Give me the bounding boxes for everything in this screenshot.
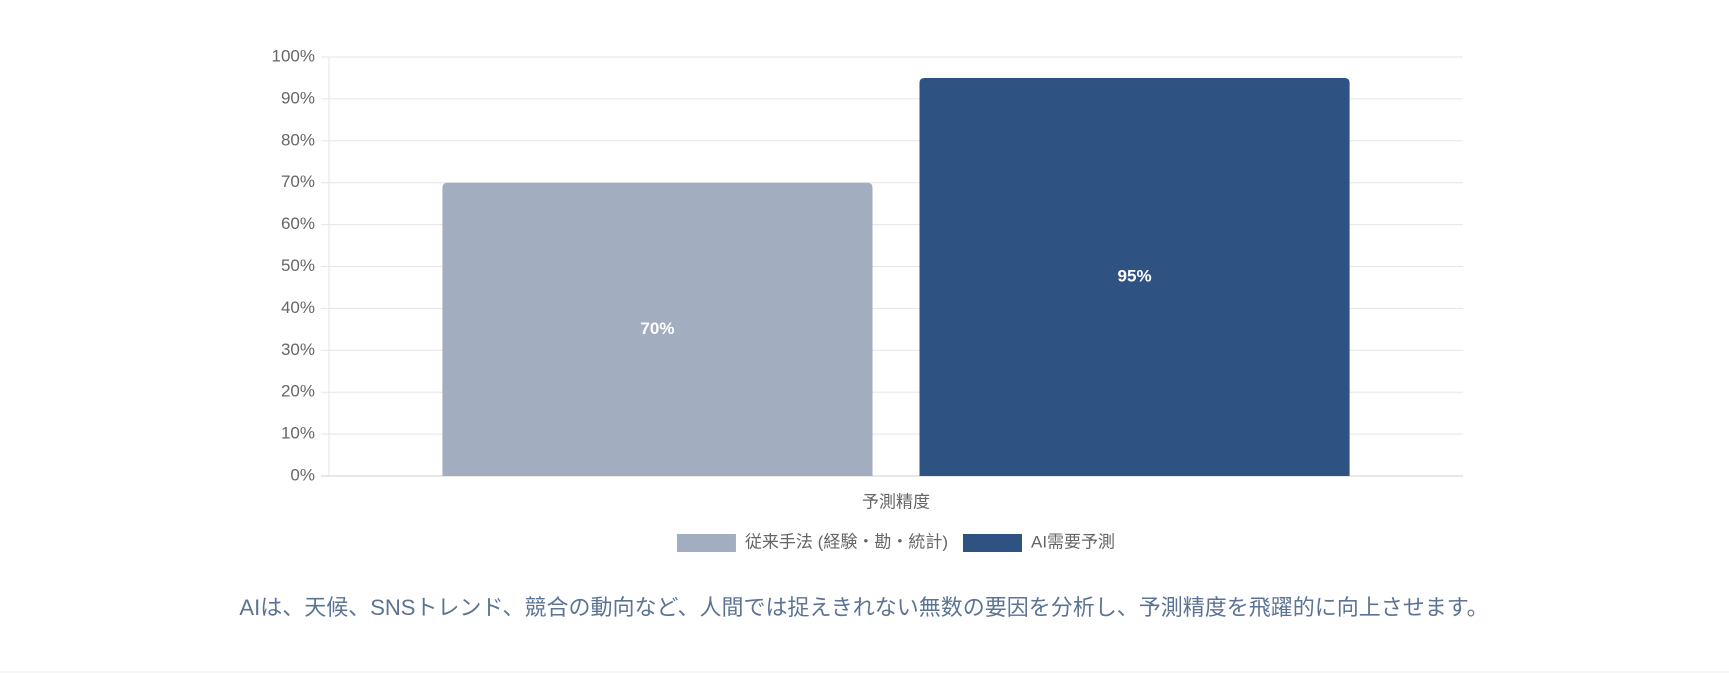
data-label: 70% [640, 319, 674, 338]
y-tick-label: 100% [272, 46, 315, 65]
y-tick-label: 0% [290, 465, 315, 484]
y-tick-label: 90% [281, 88, 315, 107]
caption: AIは、天候、SNSトレンド、競合の動向など、人間では捉えきれない無数の要因を分… [239, 595, 1488, 620]
y-tick-label: 30% [281, 340, 315, 359]
y-tick-label: 70% [281, 172, 315, 191]
legend-label: AI需要予測 [1031, 532, 1115, 551]
y-tick-label: 60% [281, 214, 315, 233]
legend-swatch [962, 534, 1022, 552]
y-tick-label: 50% [281, 256, 315, 275]
bar [919, 77, 1350, 476]
legend-swatch [676, 534, 736, 552]
y-tick-label: 20% [281, 382, 315, 401]
y-tick-label: 80% [281, 130, 315, 149]
x-tick-label: 予測精度 [862, 492, 930, 511]
y-tick-label: 10% [281, 424, 315, 443]
legend-label: 従来手法 (経験・勘・統計) [745, 532, 948, 551]
bar [442, 182, 873, 476]
data-label: 95% [1118, 266, 1152, 285]
y-tick-label: 40% [281, 298, 315, 317]
